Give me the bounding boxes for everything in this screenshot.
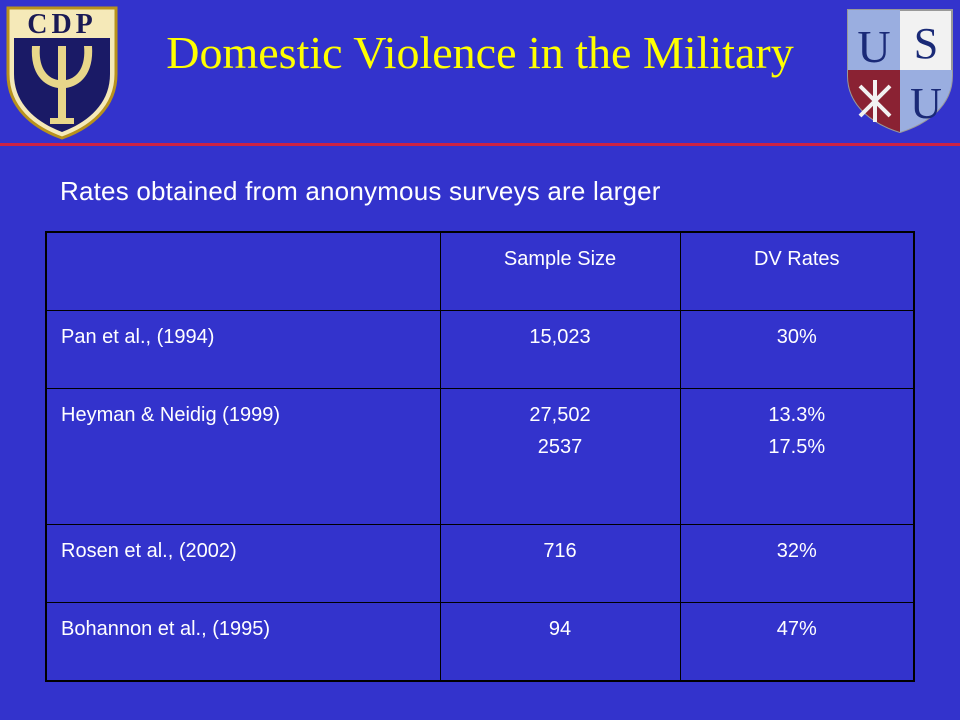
dv-rate-value: 32%: [776, 539, 817, 562]
cdp-logo-text: CDP: [27, 9, 97, 40]
dv-rate-value: 13.3%: [768, 404, 826, 427]
sample-size-cell: 94: [439, 601, 681, 682]
study-cell: Pan et al., (1994): [45, 310, 441, 390]
cdp-logo: CDP: [6, 6, 118, 140]
sample-size-value: 2537: [537, 436, 583, 459]
table-row: Heyman & Neidig (1999) 27,502 2537 13.3%…: [45, 388, 915, 525]
sample-size-cell: 27,502 2537: [439, 388, 681, 525]
sample-size-value: 94: [548, 617, 572, 640]
usu-logo: U S U: [847, 9, 953, 134]
dv-rate-cell: 47%: [679, 601, 915, 682]
table-row: Bohannon et al., (1995) 94 47%: [45, 601, 915, 682]
dv-rate-cell: 32%: [679, 523, 915, 603]
dv-rate-value: 30%: [776, 326, 817, 349]
dv-rate-cell: 13.3% 17.5%: [679, 388, 915, 525]
usu-logo-letter-u: U: [857, 21, 890, 72]
sample-size-value: 27,502: [529, 404, 591, 427]
slide-title: Domestic Violence in the Military: [166, 27, 794, 78]
sample-size-value: 15,023: [529, 326, 591, 349]
table-header-row: Sample Size DV Rates: [45, 231, 915, 312]
sample-size-cell: 716: [439, 523, 681, 603]
dv-rate-cell: 30%: [679, 310, 915, 390]
sample-size-value: 716: [543, 539, 577, 562]
dv-rate-value: 17.5%: [768, 436, 826, 459]
slide-subtitle: Rates obtained from anonymous surveys ar…: [60, 176, 661, 206]
study-cell: Bohannon et al., (1995): [45, 601, 441, 682]
study-cell: Heyman & Neidig (1999): [45, 388, 441, 525]
dv-rate-value: 47%: [776, 617, 817, 640]
usu-logo-letter-s: S: [914, 19, 938, 68]
header-cell-dv-rates: DV Rates: [679, 231, 915, 312]
title-divider: [0, 143, 960, 146]
sample-size-cell: 15,023: [439, 310, 681, 390]
study-cell: Rosen et al., (2002): [45, 523, 441, 603]
table-row: Rosen et al., (2002) 716 32%: [45, 523, 915, 603]
header-cell-blank: [45, 231, 441, 312]
dv-rates-table: Sample Size DV Rates Pan et al., (1994) …: [45, 231, 915, 682]
table-row: Pan et al., (1994) 15,023 30%: [45, 310, 915, 390]
header-cell-sample-size: Sample Size: [439, 231, 681, 312]
usu-logo-letter-u2: U: [910, 79, 942, 128]
